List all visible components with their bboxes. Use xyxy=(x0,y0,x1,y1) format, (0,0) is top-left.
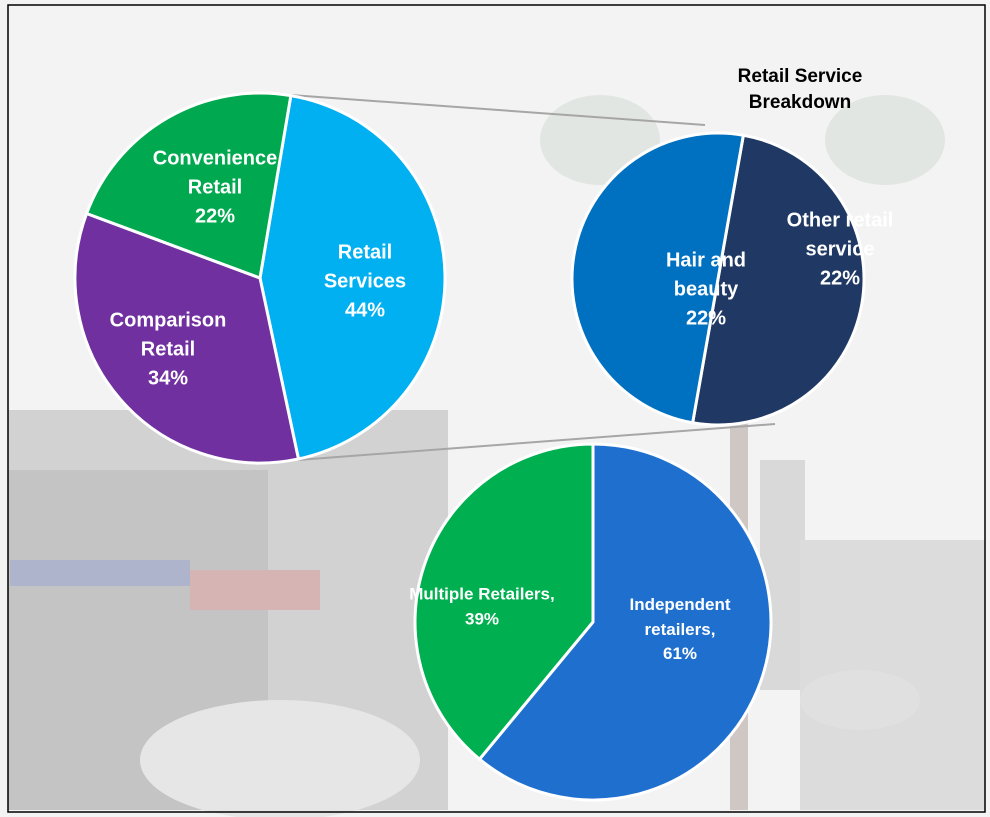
category-label: Hair and beauty xyxy=(665,249,747,301)
value-label: 61% xyxy=(662,644,698,664)
pie-slice xyxy=(477,442,773,802)
category-label: Multiple Retailers, xyxy=(409,584,555,604)
slice-label: Hair and beauty 22% xyxy=(651,247,761,334)
slice-label: Retail Services 44% xyxy=(295,239,435,326)
category-label: Independent retailers, xyxy=(629,595,731,639)
slice-label: Comparison Retail 34% xyxy=(98,307,238,394)
chart-title: Retail Service Breakdown xyxy=(737,66,863,113)
category-label: Retail Services xyxy=(323,241,407,293)
pie-slice xyxy=(73,211,301,465)
slice-label: Convenience Retail 22% xyxy=(145,145,285,232)
pie-slice xyxy=(690,133,866,427)
slice-label: Independent retailers, 61% xyxy=(600,593,760,667)
value-label: 22% xyxy=(194,205,236,228)
value-label: 34% xyxy=(147,367,189,390)
category-label: Other retail service xyxy=(786,209,894,261)
value-label: 44% xyxy=(344,299,386,322)
category-label: Convenience Retail xyxy=(152,147,278,199)
category-label: Comparison Retail xyxy=(109,309,227,361)
value-label: 22% xyxy=(685,307,727,330)
pie-slice xyxy=(570,131,746,425)
value-label: 39% xyxy=(464,609,500,628)
slice-label: Multiple Retailers, 39% xyxy=(402,582,562,631)
pie-slice xyxy=(84,91,293,281)
pie-slice xyxy=(258,93,447,461)
value-label: 22% xyxy=(819,267,861,290)
slice-label: Other retail service 22% xyxy=(785,207,895,294)
pie-slice xyxy=(413,442,595,762)
